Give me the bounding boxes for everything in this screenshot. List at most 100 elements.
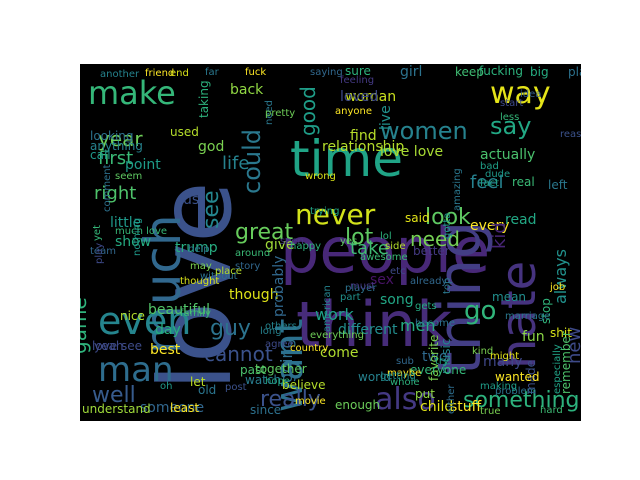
word-need: need xyxy=(410,227,460,251)
word-someone: someone xyxy=(140,400,204,416)
word-thing: thing xyxy=(425,221,495,375)
word-everyone: everyone xyxy=(410,363,466,377)
word-us: us xyxy=(183,192,199,208)
word-nice: nice xyxy=(120,309,145,323)
word-well: well xyxy=(92,383,136,408)
word-sub: sub xyxy=(396,356,414,367)
word-come: come xyxy=(320,345,359,361)
word-watch: watch xyxy=(245,373,281,387)
word-enough: enough xyxy=(335,398,380,412)
word-right: right xyxy=(94,183,136,204)
word-might: might xyxy=(490,351,519,362)
word-fucking: fucking xyxy=(479,64,523,78)
word-anything: anything xyxy=(90,139,143,153)
word-going: going xyxy=(277,338,296,383)
word-understand: understand xyxy=(82,402,151,416)
word-live: live xyxy=(378,105,394,130)
word-nothing: nothing xyxy=(132,218,143,256)
word-lot: lot xyxy=(345,225,374,250)
word-help: help xyxy=(188,244,210,255)
word-back: back xyxy=(230,82,264,98)
word-actually: actually xyxy=(480,147,535,163)
word-around: around xyxy=(235,248,270,259)
word-many: many xyxy=(483,354,522,370)
word-saying: saying xyxy=(310,67,343,78)
word-stop: stop xyxy=(539,298,553,324)
word-far: far xyxy=(205,67,220,78)
word-beautiful: beautiful xyxy=(148,302,210,318)
word-pretty: pretty xyxy=(265,108,295,119)
word-could: could xyxy=(238,129,266,194)
word-read: read xyxy=(505,212,537,228)
word-point: point xyxy=(125,157,161,173)
word-past: past xyxy=(240,363,266,377)
word-big: big xyxy=(530,65,549,79)
word-etc: etc xyxy=(390,266,406,277)
word-seen: seen xyxy=(280,236,304,247)
word-good: good xyxy=(296,86,320,136)
word-cloud-image: love people think thing time much hate even way m… xyxy=(80,64,581,421)
word-two: two xyxy=(422,349,448,365)
word-oh: oh xyxy=(160,381,172,392)
word-without: without xyxy=(200,271,238,282)
word-hate: hate xyxy=(491,261,547,369)
word-left: left xyxy=(548,178,568,192)
word-way: way xyxy=(490,76,551,111)
word-movie: movie xyxy=(295,396,326,407)
word-women: women xyxy=(380,117,468,145)
word-post: post xyxy=(225,382,247,393)
word-gotta: gotta xyxy=(442,213,453,239)
word-woman: woman xyxy=(345,89,396,105)
word-especially: especially xyxy=(552,344,563,394)
word-fun: fun xyxy=(522,329,545,345)
word-work: work xyxy=(315,305,354,324)
word-girl: girl xyxy=(400,64,422,80)
word-hard: hard xyxy=(540,405,563,416)
word-first: first xyxy=(98,148,133,169)
word-trying: trying xyxy=(310,206,339,217)
word-remember: remember xyxy=(559,331,573,394)
word-less: less xyxy=(500,112,519,123)
word-lol: lol xyxy=(380,231,392,242)
word-go: go xyxy=(464,296,496,326)
word-keep: keep xyxy=(455,65,484,79)
word-much-love: much love xyxy=(115,226,167,237)
word-everything: everything xyxy=(310,330,364,341)
word-amazing: amazing xyxy=(452,168,463,211)
word-side: side xyxy=(385,241,406,252)
word-think: think xyxy=(296,288,452,361)
word-whole: whole xyxy=(390,377,420,388)
word-every: every xyxy=(470,218,510,234)
word-start: start xyxy=(500,98,523,109)
word-probably: probably xyxy=(271,256,287,317)
word-music: music xyxy=(439,339,453,374)
word-country: country xyxy=(290,343,328,354)
word-love: love xyxy=(137,181,254,391)
word-better: better xyxy=(413,244,450,258)
word-new: new xyxy=(564,327,581,364)
word-try: try xyxy=(435,356,449,367)
word-happy: happy xyxy=(290,241,321,252)
word-together: together xyxy=(255,362,307,376)
word-yes: yes xyxy=(340,236,357,247)
word-bad: bad xyxy=(480,161,499,172)
word-sure: sure xyxy=(345,64,371,78)
word-cannot: cannot xyxy=(204,342,273,366)
word-become: become xyxy=(415,318,455,329)
word-love-love: love love xyxy=(380,144,443,160)
word-want: want xyxy=(267,319,311,412)
word-problem: problem xyxy=(495,386,536,397)
word-even: even xyxy=(98,299,191,343)
word-life: life xyxy=(222,153,249,174)
word-show: show xyxy=(115,234,151,250)
word-story: story xyxy=(235,261,260,272)
word-say: say xyxy=(490,112,531,140)
word-fact: fact xyxy=(480,178,499,189)
word-job: job xyxy=(549,282,565,293)
word-must: must xyxy=(350,281,375,292)
word-though: though xyxy=(229,287,279,303)
word-place: place xyxy=(215,266,242,277)
word-part: part xyxy=(340,292,361,303)
word-idea: idea xyxy=(520,89,541,100)
